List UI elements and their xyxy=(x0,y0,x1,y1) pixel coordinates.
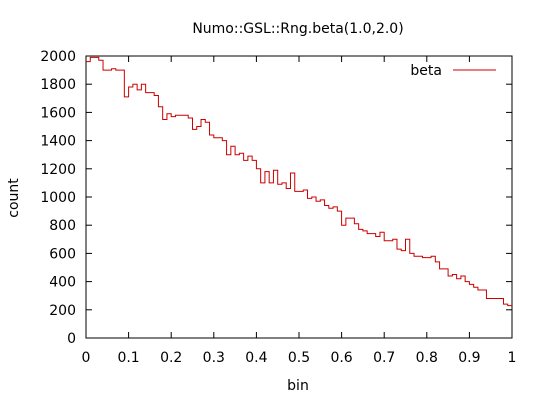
x-tick-label: 0.5 xyxy=(288,350,310,366)
y-tick-label: 1200 xyxy=(40,162,76,178)
y-tick-label: 1600 xyxy=(40,105,76,121)
x-tick-label: 0.4 xyxy=(245,350,267,366)
beta-series-line xyxy=(86,56,512,307)
legend-label-beta: beta xyxy=(410,63,442,79)
y-tick-label: 1000 xyxy=(40,190,76,206)
y-tick-label: 1800 xyxy=(40,77,76,93)
legend: beta xyxy=(410,63,496,79)
plot-frame xyxy=(85,55,513,339)
x-axis-label: bin xyxy=(287,378,309,394)
x-tick-label: 0.2 xyxy=(160,350,182,366)
y-tick-label: 0 xyxy=(67,331,76,347)
x-tick-label: 0.7 xyxy=(373,350,395,366)
x-tick-label: 0.3 xyxy=(203,350,225,366)
x-tick-label: 0.9 xyxy=(458,350,480,366)
y-tick-label: 800 xyxy=(49,218,76,234)
y-tick-label: 400 xyxy=(49,275,76,291)
y-tick-label: 600 xyxy=(49,246,76,262)
axis-ticks: 0 0.1 0.2 0.3 0.4 0.5 0.6 0.7 0.8 0.9 1 0 200 400 600 8… xyxy=(40,49,516,366)
y-axis-label: count xyxy=(6,178,22,218)
y-tick-label: 200 xyxy=(49,303,76,319)
x-tick-label: 0.8 xyxy=(416,350,438,366)
x-tick-label: 0.6 xyxy=(330,350,352,366)
y-tick-label: 2000 xyxy=(40,49,76,65)
x-tick-label: 1 xyxy=(508,350,517,366)
x-tick-label: 0.1 xyxy=(117,350,139,366)
chart-title: Numo::GSL::Rng.beta(1.0,2.0) xyxy=(192,21,403,37)
x-tick-label: 0 xyxy=(82,350,91,366)
y-tick-label: 1400 xyxy=(40,134,76,150)
